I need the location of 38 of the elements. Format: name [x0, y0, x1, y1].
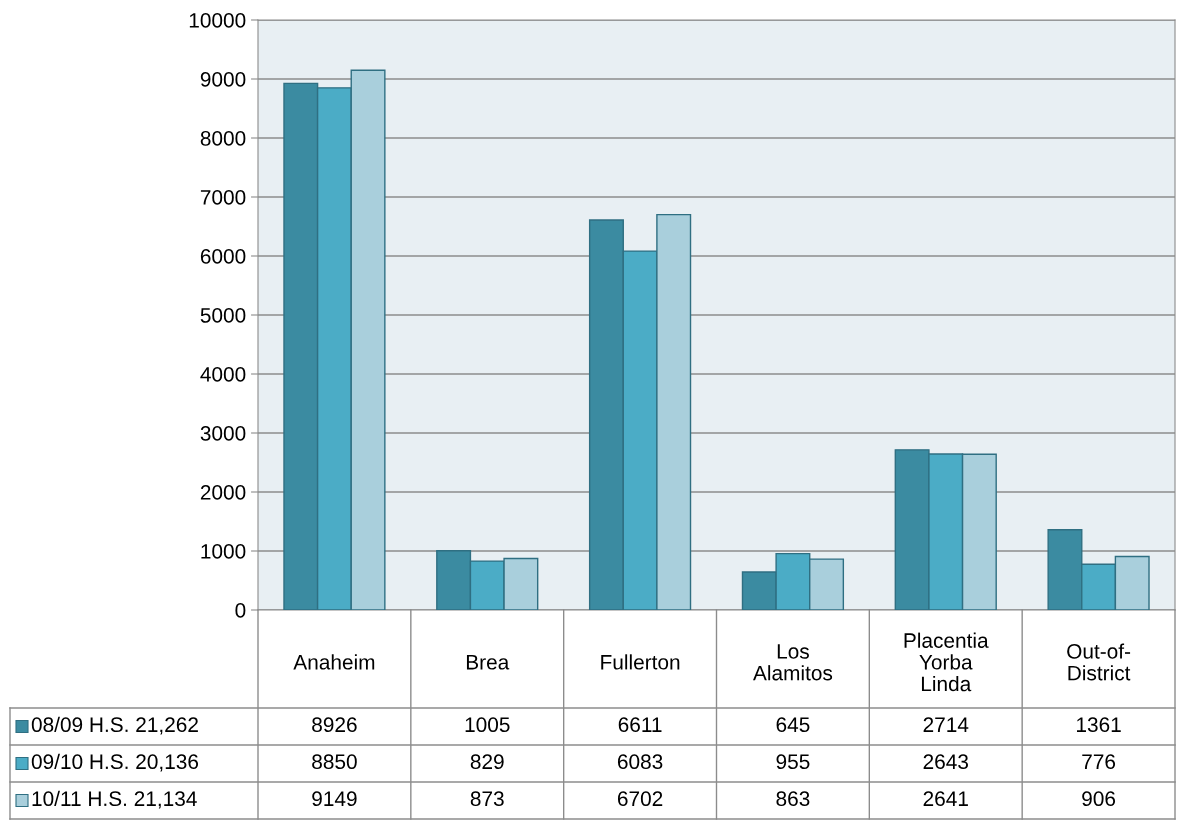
x-tick-label: Out-of- District [1067, 643, 1131, 681]
legend-label: 09/10 H.S. 20,136 [31, 753, 199, 772]
y-tick-label: 7000 [200, 190, 246, 205]
data-label: 645 [776, 717, 810, 733]
y-tick-label: 1000 [201, 544, 246, 559]
y-tick-label: 10000 [189, 13, 246, 28]
data-label: 8926 [312, 717, 357, 733]
data-label: 1005 [465, 717, 510, 733]
data-label: 9149 [312, 791, 357, 807]
y-tick-label: 9000 [200, 72, 246, 87]
x-tick-label: Anaheim [293, 654, 375, 670]
data-label: 829 [470, 754, 504, 770]
data-label: 6083 [617, 754, 663, 770]
y-tick-label: 2000 [200, 485, 246, 500]
data-label: 906 [1082, 791, 1116, 807]
legend-label: 10/11 H.S. 21,134 [32, 790, 197, 809]
data-label: 6611 [618, 717, 662, 733]
data-label: 8850 [312, 754, 357, 770]
data-label: 2714 [923, 717, 969, 732]
x-tick-label: Los Alamitos [753, 644, 833, 681]
y-tick-label: 8000 [200, 131, 246, 146]
data-label: 6702 [617, 791, 663, 807]
x-tick-label: Fullerton [601, 654, 680, 670]
data-label: 2641 [923, 791, 968, 807]
x-tick-label: Placentia Yorba Linda [904, 632, 989, 692]
legend-label: 08/09 H.S. 21,262 [31, 716, 198, 735]
data-label: 1361 [1077, 717, 1121, 733]
y-tick-label: 0 [235, 603, 246, 618]
y-tick-label: 6000 [200, 249, 246, 264]
y-tick-label: 3000 [200, 426, 246, 441]
y-tick-label: 5000 [200, 308, 246, 323]
x-tick-label: Brea [466, 655, 510, 670]
data-label: 776 [1082, 754, 1116, 770]
data-label: 2643 [923, 754, 969, 770]
data-label: 873 [470, 791, 504, 807]
y-tick-label: 4000 [200, 367, 246, 382]
data-label: 863 [776, 791, 810, 807]
data-label: 955 [776, 754, 810, 770]
